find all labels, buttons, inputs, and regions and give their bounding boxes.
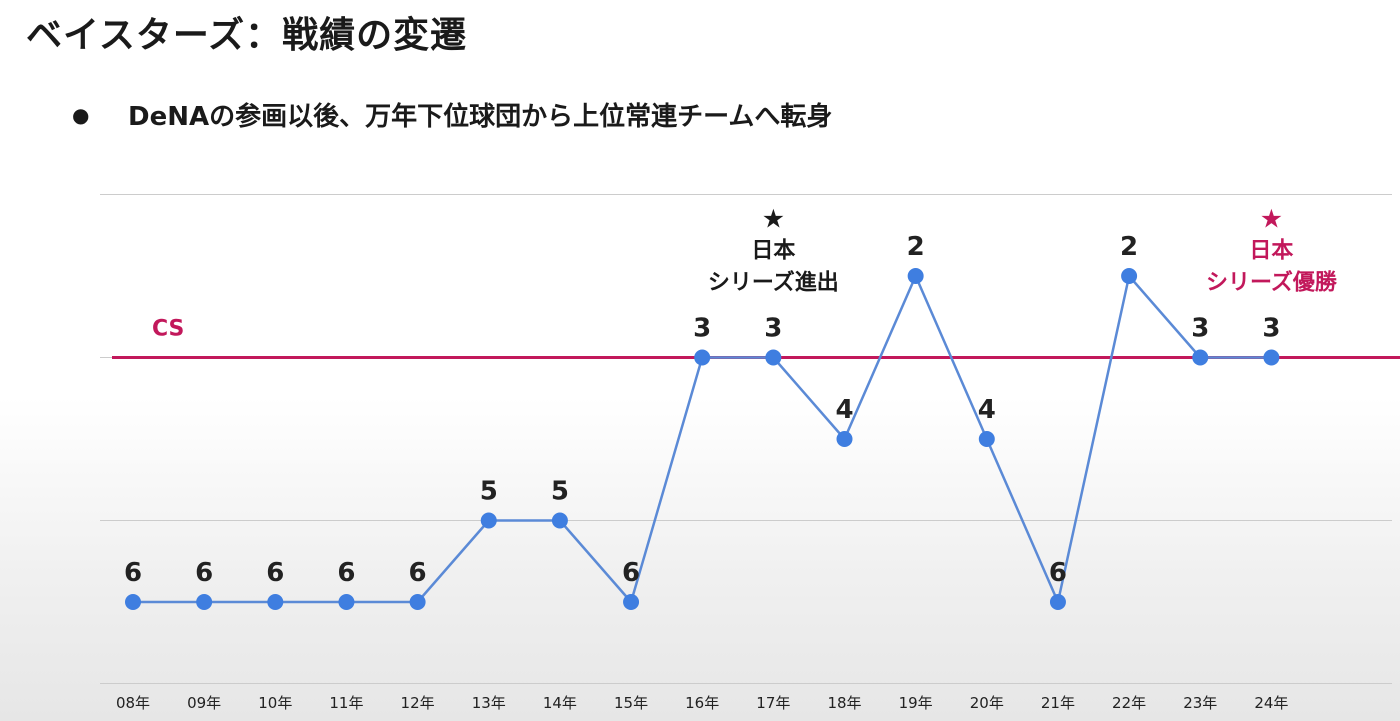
data-label-10年: 6: [266, 558, 284, 588]
cs-label: CS: [152, 317, 184, 342]
data-label-13年: 5: [480, 477, 498, 507]
data-point-20年: [978, 431, 995, 447]
data-label-21年: 6: [1049, 558, 1067, 588]
data-label-15年: 6: [622, 558, 640, 588]
data-label-11年: 6: [337, 558, 355, 588]
data-label-17年: 3: [764, 314, 782, 344]
data-label-16年: 3: [693, 314, 711, 344]
data-point-12年: [409, 594, 426, 610]
x-tick-label-15年: 15年: [614, 694, 648, 712]
data-point-21年: [1049, 594, 1066, 610]
data-point-18年: [836, 431, 853, 447]
x-tick-label-17年: 17年: [756, 694, 790, 712]
data-label-22年: 2: [1120, 232, 1138, 262]
data-label-08年: 6: [124, 558, 142, 588]
x-tick-label-11年: 11年: [329, 694, 363, 712]
x-tick-label-18年: 18年: [827, 694, 861, 712]
data-point-13年: [480, 512, 497, 529]
data-point-11年: [338, 594, 355, 610]
x-tick-label-08年: 08年: [116, 694, 150, 712]
data-label-19年: 2: [907, 232, 925, 262]
data-label-14年: 5: [551, 477, 569, 507]
x-tick-label-12年: 12年: [401, 694, 435, 712]
x-tick-label-22年: 22年: [1112, 694, 1146, 712]
data-point-22年: [1121, 268, 1138, 284]
annotation-24年-line-0: 日本: [1249, 239, 1293, 264]
annotation-17年-line-0: 日本: [751, 239, 795, 264]
x-tick-label-13年: 13年: [472, 694, 506, 712]
page-title: ベイスターズ：戦績の変遷: [26, 15, 468, 56]
x-tick-label-10年: 10年: [258, 694, 292, 712]
data-point-17年: [765, 349, 782, 366]
x-tick-label-16年: 16年: [685, 694, 719, 712]
data-point-09年: [196, 594, 213, 610]
data-label-20年: 4: [978, 395, 996, 425]
annotation-24年-line-1: シリーズ優勝: [1206, 270, 1338, 296]
data-label-12年: 6: [409, 558, 427, 588]
data-point-16年: [694, 349, 711, 366]
x-tick-label-20年: 20年: [970, 694, 1004, 712]
data-label-24年: 3: [1262, 314, 1280, 344]
data-point-23年: [1192, 349, 1209, 366]
x-tick-label-14年: 14年: [543, 694, 577, 712]
data-point-14年: [551, 512, 568, 529]
x-tick-label-21年: 21年: [1041, 694, 1075, 712]
annotation-24年-star: ★: [1260, 205, 1283, 235]
data-point-08年: [125, 594, 141, 610]
data-point-15年: [623, 594, 640, 610]
x-tick-label-09年: 09年: [187, 694, 221, 712]
x-tick-label-19年: 19年: [899, 694, 933, 712]
data-label-23年: 3: [1191, 314, 1209, 344]
data-label-18年: 4: [835, 395, 853, 425]
bullet-text: DeNAの参画以後、万年下位球団から上位常連チームへ転身: [128, 102, 833, 132]
data-point-10年: [267, 594, 284, 610]
x-tick-label-24年: 24年: [1254, 694, 1288, 712]
bullet-dot: ●: [72, 103, 90, 127]
data-label-09年: 6: [195, 558, 213, 588]
data-point-24年: [1263, 349, 1280, 366]
x-tick-label-23年: 23年: [1183, 694, 1217, 712]
annotation-17年-star: ★: [762, 205, 785, 235]
data-point-19年: [907, 268, 924, 284]
bullet-point: ● DeNAの参画以後、万年下位球団から上位常連チームへ転身: [72, 96, 832, 133]
annotation-17年-line-1: シリーズ進出: [708, 270, 839, 296]
